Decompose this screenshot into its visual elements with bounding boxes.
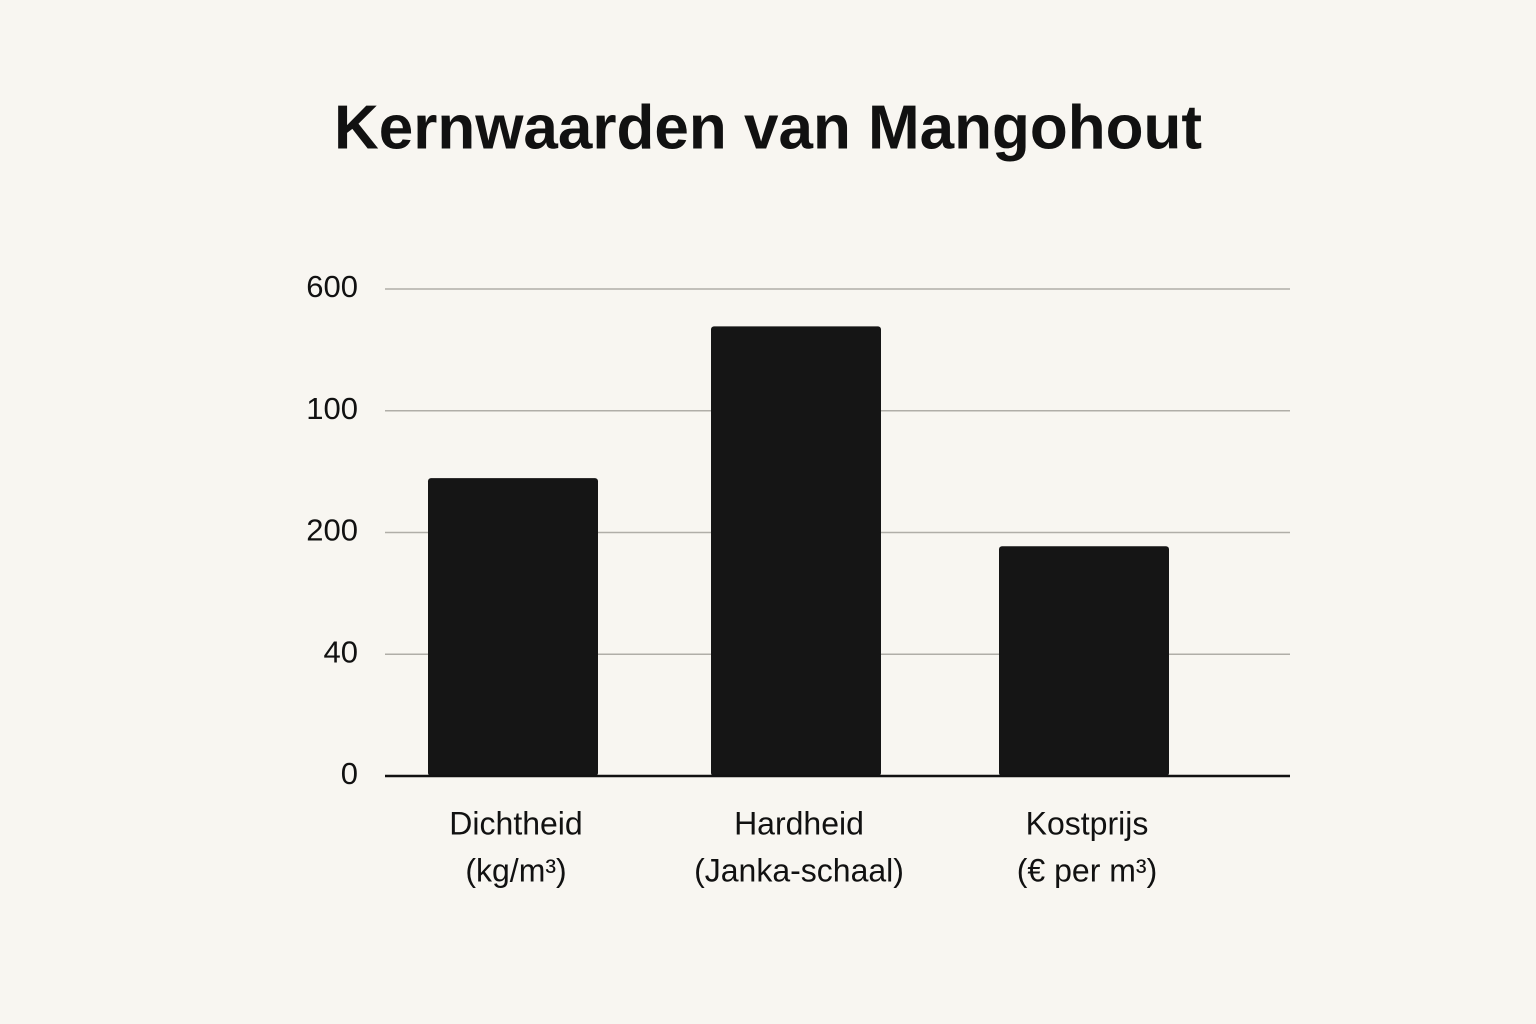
y-tick-label: 100 [306,391,358,426]
y-tick-label: 200 [306,513,358,548]
x-tick-label: Kostprijs [1026,805,1149,841]
y-tick-label: 0 [341,756,358,791]
x-tick-label: Dichtheid [449,805,582,841]
x-tick-label: (€ per m³) [1017,852,1157,888]
y-tick-label: 40 [324,634,358,669]
y-tick-label: 600 [306,269,358,304]
bar [999,546,1169,776]
bar [711,326,881,776]
x-tick-label: (kg/m³) [465,852,566,888]
x-tick-label: (Janka-schaal) [694,852,904,888]
chart-title: Kernwaarden van Mangohout [334,93,1202,162]
bar [428,478,598,776]
x-tick-label: Hardheid [734,805,864,841]
